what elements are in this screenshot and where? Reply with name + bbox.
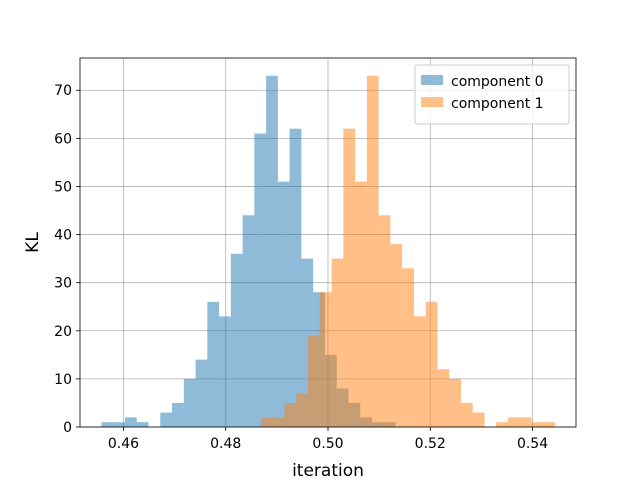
histogram-bar bbox=[378, 215, 391, 427]
legend-swatch bbox=[421, 75, 443, 85]
legend-box bbox=[414, 64, 570, 125]
histogram-bar bbox=[277, 181, 290, 427]
histogram-bar bbox=[284, 402, 297, 427]
histogram-bar bbox=[124, 417, 137, 427]
histogram-bar bbox=[331, 258, 344, 427]
grid bbox=[80, 58, 576, 428]
histogram-bar bbox=[308, 335, 320, 427]
legend-swatch bbox=[421, 97, 443, 107]
histogram-bar bbox=[507, 417, 520, 427]
histogram-bar bbox=[343, 128, 356, 427]
histogram-bar bbox=[390, 244, 403, 427]
histogram-bar bbox=[101, 422, 114, 427]
histogram-bar bbox=[160, 412, 173, 427]
histogram-bar bbox=[207, 301, 220, 427]
x-axis-label: iteration bbox=[292, 461, 364, 480]
y-tick-label: 40 bbox=[54, 228, 72, 244]
histogram-bar bbox=[413, 316, 426, 427]
histogram-bar bbox=[266, 75, 278, 427]
series-1-bars bbox=[261, 75, 556, 427]
histogram-bar bbox=[496, 422, 508, 427]
y-tick-label: 0 bbox=[63, 420, 72, 436]
histogram-bar bbox=[355, 181, 367, 427]
x-tick-label: 0.48 bbox=[210, 436, 241, 452]
histogram-bar bbox=[289, 128, 302, 427]
histogram-bar bbox=[402, 268, 414, 427]
histogram-bar bbox=[301, 258, 314, 427]
y-tick-label: 20 bbox=[54, 324, 72, 340]
histogram-bar bbox=[531, 422, 544, 427]
histogram-bar bbox=[437, 369, 450, 427]
x-tick-label: 0.52 bbox=[415, 436, 446, 452]
histogram-bar bbox=[472, 412, 485, 427]
y-tick-label: 10 bbox=[54, 372, 72, 388]
legend-label: component 0 bbox=[451, 74, 544, 90]
histogram-bar bbox=[425, 301, 438, 427]
legend: component 0 component 1 bbox=[414, 64, 570, 125]
histogram-bar bbox=[230, 253, 243, 427]
histogram-bar bbox=[319, 292, 332, 427]
histogram-bar bbox=[272, 417, 285, 427]
histogram-bar bbox=[519, 417, 532, 427]
histogram-bar bbox=[242, 215, 255, 427]
histogram-bar bbox=[254, 133, 267, 428]
histogram-bar bbox=[543, 422, 556, 427]
x-tick-label: 0.50 bbox=[312, 436, 343, 452]
y-axis-label: KL bbox=[23, 232, 43, 253]
histogram-bar bbox=[113, 422, 125, 427]
legend-label: component 1 bbox=[451, 96, 544, 112]
histogram-bar bbox=[172, 402, 184, 427]
x-tick-label: 0.54 bbox=[517, 436, 548, 452]
y-tick-label: 60 bbox=[54, 131, 72, 147]
histogram-bar bbox=[136, 422, 149, 427]
histogram-bar bbox=[219, 316, 231, 427]
histogram-bar bbox=[183, 378, 196, 427]
histogram-bar bbox=[366, 75, 379, 427]
y-tick-label: 70 bbox=[54, 83, 72, 99]
bars bbox=[101, 75, 556, 428]
histogram-bar bbox=[195, 359, 208, 427]
axis-ticks: 0.46 0.48 0.50 0.52 0.54 0 10 20 30 40 50 60 70 bbox=[54, 83, 548, 452]
x-tick-label: 0.46 bbox=[108, 436, 139, 452]
y-tick-label: 30 bbox=[54, 276, 72, 292]
histogram-bar bbox=[460, 402, 473, 427]
y-tick-label: 50 bbox=[54, 179, 72, 195]
histogram-bar bbox=[296, 393, 309, 427]
histogram-bar bbox=[449, 378, 461, 427]
histogram-bar bbox=[261, 417, 273, 427]
